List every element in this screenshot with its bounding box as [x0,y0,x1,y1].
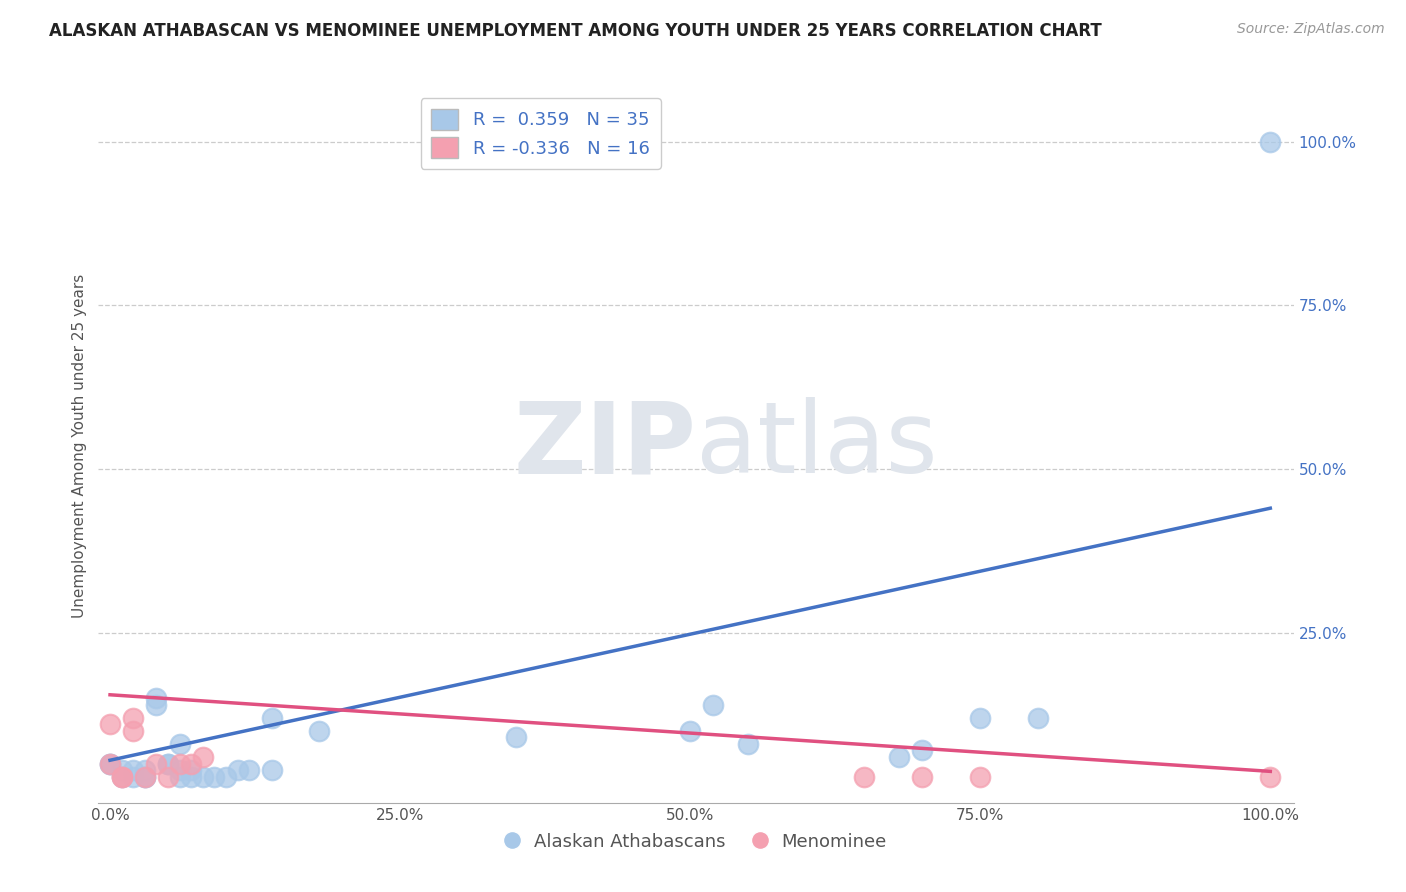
Point [180,763,202,777]
Point [145,698,167,712]
Point [204,770,226,784]
Point [111,770,134,784]
Point [1026,711,1049,725]
Point [134,770,156,784]
Text: atlas: atlas [696,398,938,494]
Point [911,743,934,757]
Point [308,723,330,738]
Point [157,770,180,784]
Point [122,723,145,738]
Point [262,711,284,725]
Point [180,770,202,784]
Point [1258,135,1281,149]
Y-axis label: Unemployment Among Youth under 25 years: Unemployment Among Youth under 25 years [72,274,87,618]
Point [157,756,180,771]
Point [111,770,134,784]
Point [1258,770,1281,784]
Point [98,756,121,771]
Point [737,737,759,751]
Point [911,770,934,784]
Point [169,770,191,784]
Point [238,763,260,777]
Point [679,723,702,738]
Point [122,770,145,784]
Point [145,756,167,771]
Point [145,691,167,706]
Point [134,770,156,784]
Point [505,731,527,745]
Point [122,763,145,777]
Point [169,756,191,771]
Legend: Alaskan Athabascans, Menominee: Alaskan Athabascans, Menominee [498,826,894,858]
Point [969,711,991,725]
Point [262,763,284,777]
Point [191,750,214,764]
Point [111,763,134,777]
Point [98,756,121,771]
Point [853,770,876,784]
Point [969,770,991,784]
Text: Source: ZipAtlas.com: Source: ZipAtlas.com [1237,22,1385,37]
Text: ZIP: ZIP [513,398,696,494]
Point [226,763,249,777]
Point [111,770,134,784]
Point [169,763,191,777]
Point [98,756,121,771]
Point [157,756,180,771]
Point [134,770,156,784]
Point [134,763,156,777]
Point [191,770,214,784]
Point [215,770,238,784]
Point [122,711,145,725]
Point [702,698,724,712]
Point [180,756,202,771]
Point [169,737,191,751]
Point [887,750,910,764]
Text: ALASKAN ATHABASCAN VS MENOMINEE UNEMPLOYMENT AMONG YOUTH UNDER 25 YEARS CORRELAT: ALASKAN ATHABASCAN VS MENOMINEE UNEMPLOY… [49,22,1102,40]
Point [98,717,121,731]
